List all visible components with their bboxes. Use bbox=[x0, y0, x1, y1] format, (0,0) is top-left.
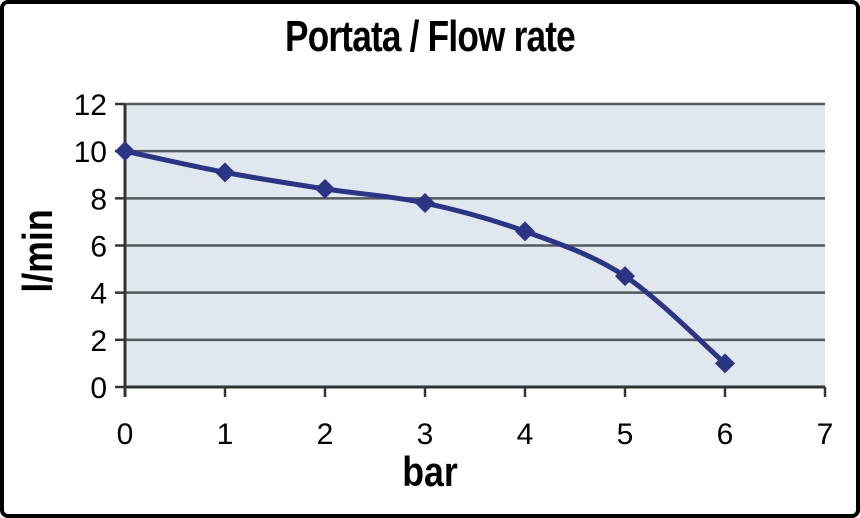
y-tick-label: 12 bbox=[74, 89, 107, 122]
x-tick-label: 1 bbox=[217, 418, 234, 451]
data-point-marker bbox=[515, 221, 535, 242]
data-point-marker bbox=[215, 162, 235, 183]
chart-title: Portata / Flow rate bbox=[285, 12, 576, 61]
y-axis-label: l/min bbox=[14, 209, 61, 293]
x-tick-label: 0 bbox=[117, 418, 134, 451]
y-tick-label: 6 bbox=[90, 231, 107, 264]
y-tick-label: 8 bbox=[90, 183, 107, 216]
x-tick-label: 2 bbox=[317, 418, 334, 451]
x-tick-label: 3 bbox=[417, 418, 434, 451]
y-tick-label: 0 bbox=[90, 372, 107, 405]
data-point-marker bbox=[115, 141, 135, 162]
x-tick-label: 5 bbox=[617, 418, 634, 451]
y-tick-label: 2 bbox=[90, 325, 107, 358]
data-point-marker bbox=[615, 266, 635, 287]
y-tick-label: 10 bbox=[74, 136, 107, 169]
data-point-marker bbox=[315, 178, 335, 199]
data-point-marker bbox=[415, 193, 435, 214]
x-tick-label: 7 bbox=[817, 418, 834, 451]
x-axis-label: bar bbox=[402, 448, 458, 495]
data-point-marker bbox=[715, 353, 735, 374]
x-tick-label: 4 bbox=[517, 418, 534, 451]
y-tick-label: 4 bbox=[90, 278, 107, 311]
x-tick-label: 6 bbox=[717, 418, 734, 451]
